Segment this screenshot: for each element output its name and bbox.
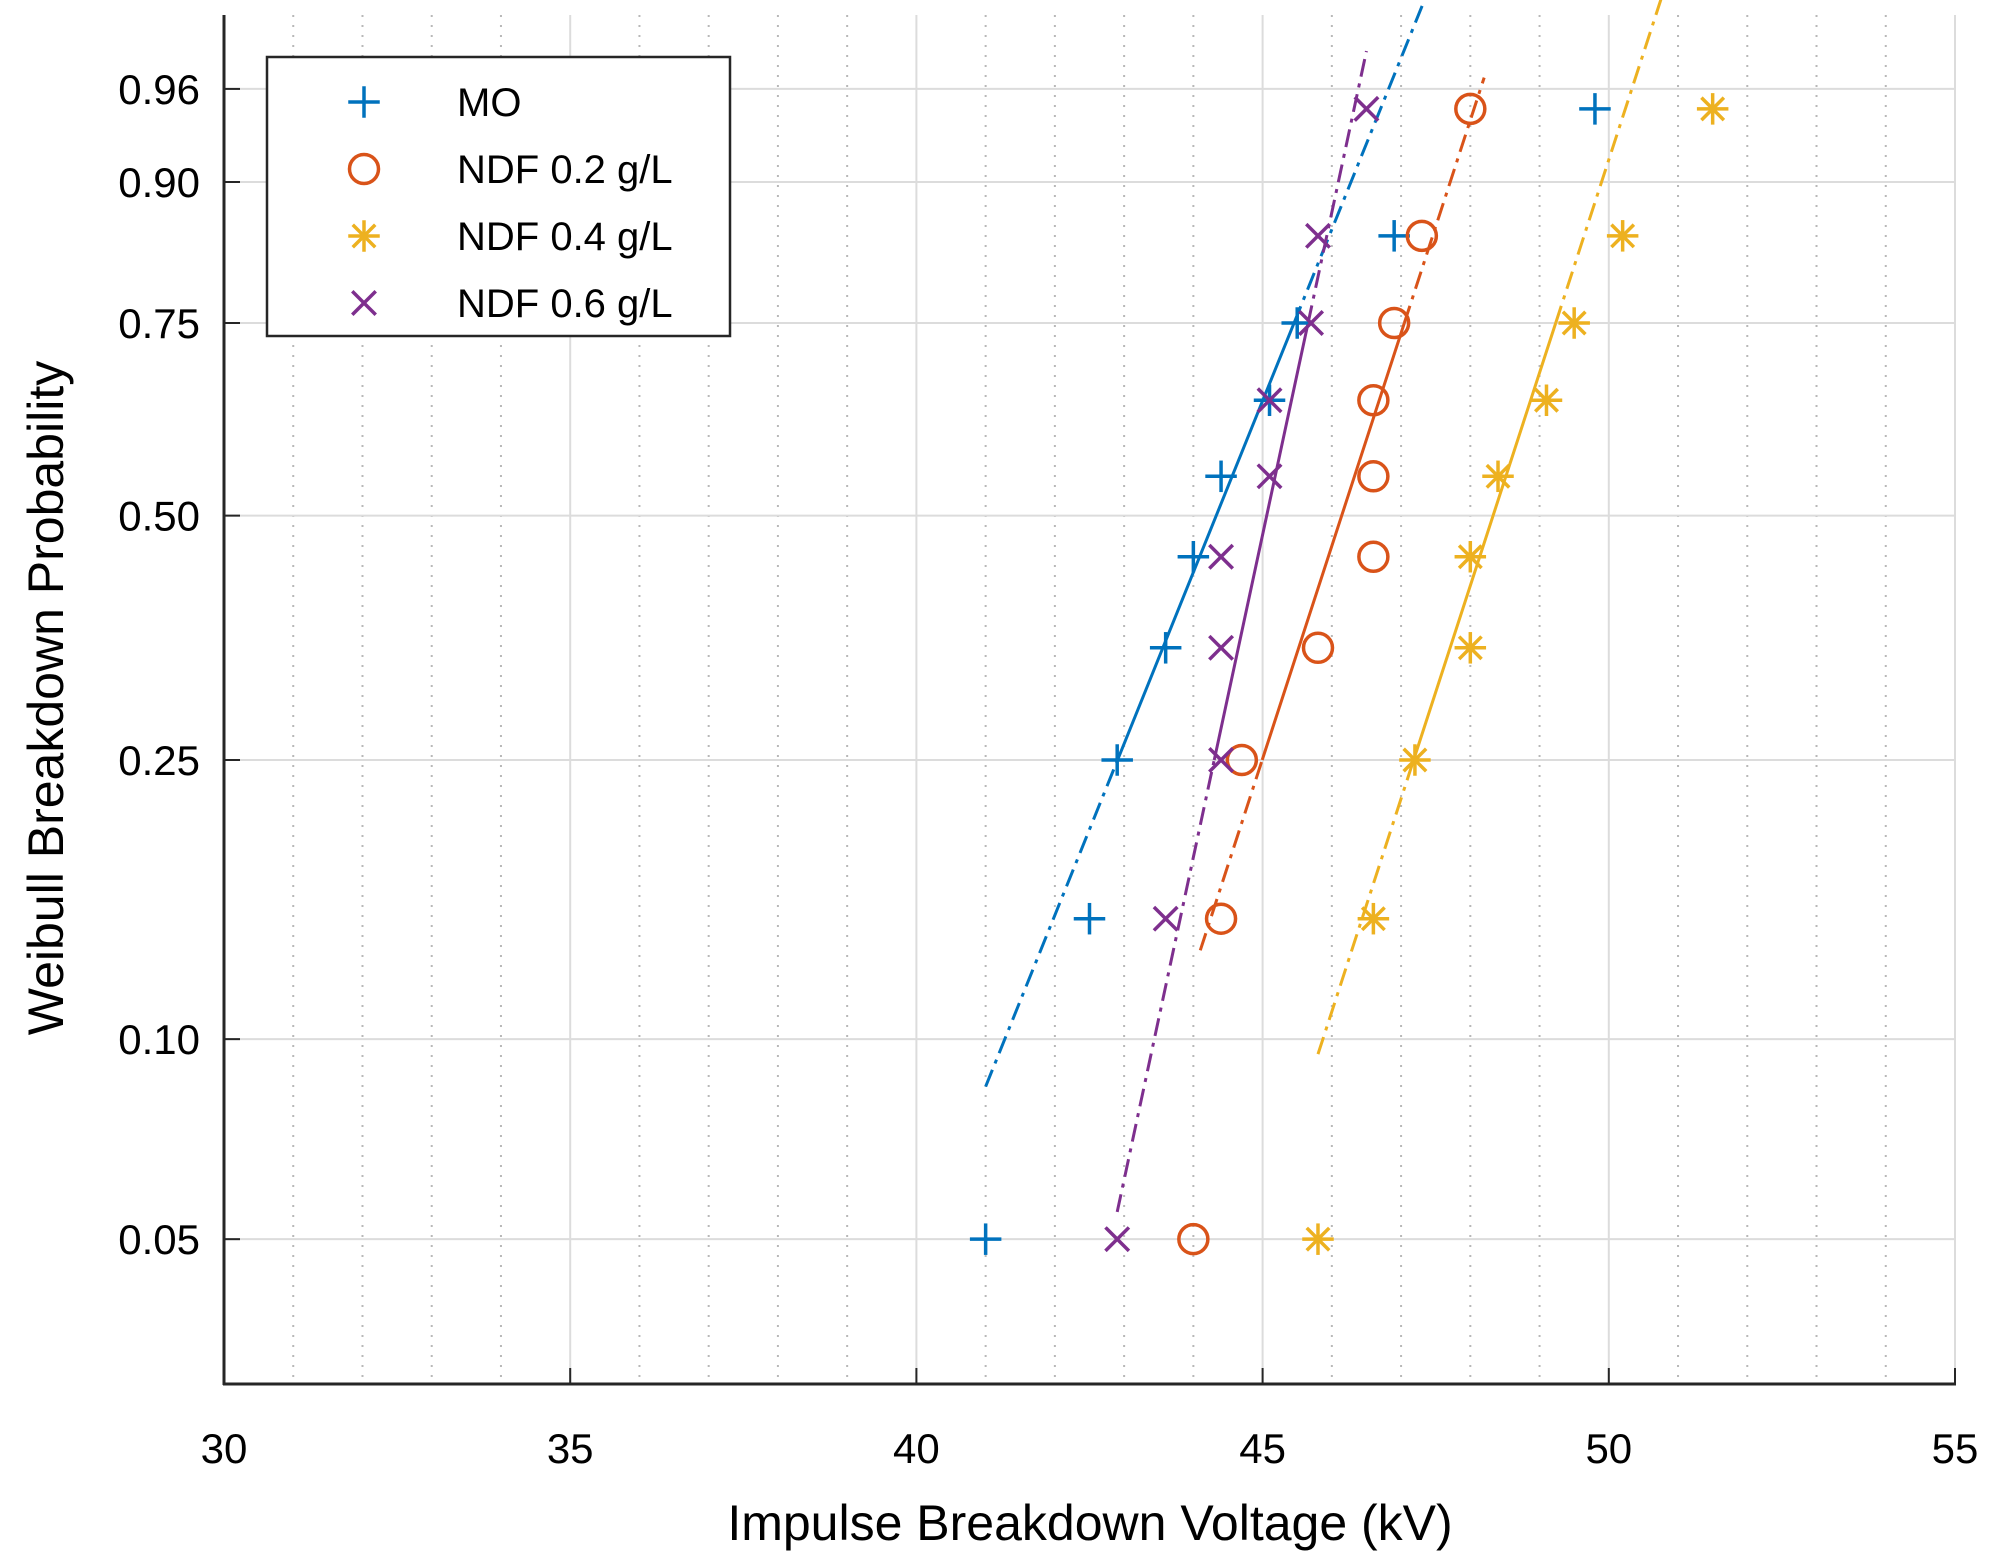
fit-line-upper bbox=[1554, 0, 1663, 324]
data-point-series-1 bbox=[1101, 744, 1133, 776]
data-point-series-3 bbox=[1399, 744, 1431, 776]
data-point-series-1 bbox=[1281, 307, 1313, 339]
y-tick-label: 0.25 bbox=[118, 737, 200, 784]
data-point-series-3 bbox=[1357, 902, 1390, 935]
data-point-series-4 bbox=[1208, 634, 1235, 661]
fit-line-mid bbox=[1412, 322, 1558, 761]
data-point-series-1 bbox=[1205, 460, 1237, 493]
data-point-series-2 bbox=[1301, 631, 1335, 665]
legend: MO NDF 0.2 g/L NDF 0.4 g/L NDF 0.6 g/L bbox=[265, 55, 732, 338]
data-point-series-4 bbox=[1104, 1226, 1131, 1253]
data-point-series-4 bbox=[1256, 387, 1283, 414]
y-axis-title: Weibull Breakdown Probability bbox=[18, 361, 74, 1035]
data-point-series-3 bbox=[1696, 93, 1729, 125]
data-point-series-4 bbox=[1208, 543, 1235, 570]
fit-line-lower bbox=[984, 759, 1119, 1088]
legend-label: NDF 0.4 g/L bbox=[457, 215, 673, 259]
fit-line-upper bbox=[1292, 0, 1427, 324]
legend-marker bbox=[348, 220, 380, 252]
data-point-series-4 bbox=[1305, 222, 1331, 249]
data-point-series-4 bbox=[1208, 747, 1235, 773]
fit-line-mid bbox=[1212, 322, 1310, 761]
data-point-series-4 bbox=[1152, 905, 1179, 932]
data-point-series-3 bbox=[1558, 307, 1590, 339]
data-point-series-1 bbox=[969, 1223, 1002, 1255]
data-point-series-2 bbox=[1377, 306, 1411, 340]
data-point-series-2 bbox=[1405, 219, 1439, 253]
data-point-series-2 bbox=[1357, 460, 1390, 493]
fit-line-upper bbox=[1306, 50, 1368, 324]
data-point-series-1 bbox=[1149, 632, 1182, 664]
axes-layer: 30 35 40 45 50 55 0.05 0.10 0.25 0.50 0.75 0.90 0.96 bbox=[118, 15, 1978, 1472]
x-tick-label: 50 bbox=[1585, 1425, 1632, 1472]
data-point-series-3 bbox=[1606, 220, 1639, 252]
legend-box bbox=[265, 55, 732, 338]
legend-label: NDF 0.6 g/L bbox=[457, 282, 673, 326]
x-axis-title: Impulse Breakdown Voltage (kV) bbox=[727, 1495, 1452, 1551]
legend-label: NDF 0.2 g/L bbox=[457, 148, 673, 192]
data-point-series-2 bbox=[1454, 92, 1487, 126]
fit-lines-layer bbox=[984, 0, 1663, 1213]
fit-line-lower bbox=[1316, 759, 1416, 1055]
legend-marker bbox=[347, 152, 381, 186]
fit-line-lower bbox=[1198, 759, 1264, 951]
data-point-series-4 bbox=[1256, 463, 1283, 490]
data-point-series-3 bbox=[1302, 1223, 1334, 1255]
data-point-series-1 bbox=[1073, 902, 1106, 935]
legend-marker bbox=[348, 86, 380, 118]
data-point-series-2 bbox=[1225, 743, 1259, 777]
x-tick-label: 55 bbox=[1932, 1425, 1979, 1472]
data-point-series-3 bbox=[1482, 460, 1514, 493]
data-point-series-3 bbox=[1454, 632, 1487, 664]
data-point-series-2 bbox=[1357, 384, 1390, 417]
data-point-series-4 bbox=[1298, 310, 1325, 336]
data-point-series-2 bbox=[1357, 540, 1390, 573]
data-point-series-1 bbox=[1177, 540, 1210, 573]
y-tick-label: 0.90 bbox=[118, 159, 200, 206]
y-tick-label: 0.10 bbox=[118, 1016, 200, 1063]
data-point-series-4 bbox=[1353, 95, 1380, 122]
y-tick-label: 0.96 bbox=[118, 66, 200, 113]
markers-layer bbox=[969, 92, 1729, 1256]
data-point-series-2 bbox=[1177, 1222, 1210, 1256]
legend-label: MO bbox=[457, 81, 521, 125]
data-point-series-1 bbox=[1378, 220, 1410, 252]
x-tick-label: 45 bbox=[1239, 1425, 1286, 1472]
data-point-series-3 bbox=[1530, 384, 1563, 417]
x-tick-label: 30 bbox=[201, 1425, 248, 1472]
fit-line-mid bbox=[1260, 322, 1406, 761]
y-tick-label: 0.75 bbox=[118, 300, 200, 347]
y-tick-label: 0.05 bbox=[118, 1216, 200, 1263]
fit-line-upper bbox=[1402, 77, 1486, 324]
data-point-series-2 bbox=[1204, 902, 1238, 935]
fit-line-lower bbox=[1115, 759, 1216, 1213]
y-tick-label: 0.50 bbox=[118, 493, 200, 540]
data-point-series-3 bbox=[1454, 540, 1487, 573]
x-tick-label: 40 bbox=[893, 1425, 940, 1472]
legend-marker bbox=[351, 290, 377, 316]
x-tick-label: 35 bbox=[547, 1425, 594, 1472]
data-point-series-1 bbox=[1579, 93, 1611, 125]
